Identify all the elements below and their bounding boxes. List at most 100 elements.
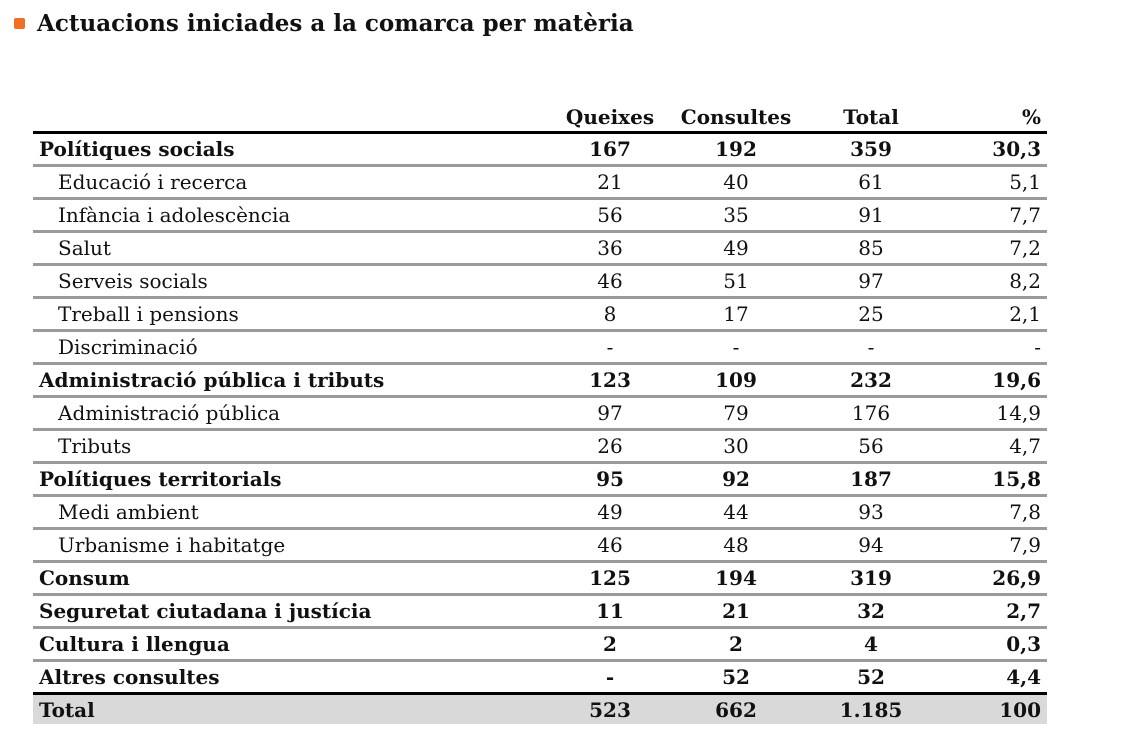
row-label: Seguretat ciutadana i justícia: [33, 594, 563, 629]
header-label: [33, 98, 563, 134]
row-total: 32: [815, 594, 927, 629]
table-row: Infància i adolescència 56 35 91 7,7: [33, 198, 1047, 233]
row-consultes: 17: [657, 297, 815, 332]
row-consultes: 79: [657, 396, 815, 431]
row-label: Discriminació: [33, 330, 563, 365]
title-block: Actuacions iniciades a la comarca per ma…: [14, 10, 634, 37]
row-percent: 0,3: [927, 627, 1047, 662]
row-queixes: 49: [563, 495, 657, 530]
row-percent: 19,6: [927, 363, 1047, 398]
row-consultes: 30: [657, 429, 815, 464]
row-percent: 7,7: [927, 198, 1047, 233]
row-percent: 4,7: [927, 429, 1047, 464]
row-label: Salut: [33, 231, 563, 266]
row-percent: 4,4: [927, 660, 1047, 695]
row-percent: 26,9: [927, 561, 1047, 596]
row-total: 52: [815, 660, 927, 695]
row-queixes: 56: [563, 198, 657, 233]
row-queixes: 36: [563, 231, 657, 266]
row-total: 85: [815, 231, 927, 266]
row-total: 91: [815, 198, 927, 233]
row-label: Polítiques territorials: [33, 462, 563, 497]
row-queixes: 97: [563, 396, 657, 431]
row-queixes: 123: [563, 363, 657, 398]
row-total: 25: [815, 297, 927, 332]
header-percent: %: [927, 98, 1047, 134]
table-row: Altres consultes -52 52 4,4: [33, 660, 1047, 695]
row-total: 94: [815, 528, 927, 563]
row-label: Administració pública: [33, 396, 563, 431]
row-label: Administració pública i tributs: [33, 363, 563, 398]
row-total: 93: [815, 495, 927, 530]
row-total: 176: [815, 396, 927, 431]
row-total: -: [815, 330, 927, 365]
row-label: Serveis socials: [33, 264, 563, 299]
table-total-row: Total 523 662 1.185 100: [33, 693, 1047, 724]
orange-square-bullet-icon: [14, 18, 25, 29]
table-row: Administració pública 97 79 176 14,9: [33, 396, 1047, 431]
row-percent: 7,8: [927, 495, 1047, 530]
row-consultes: 49: [657, 231, 815, 266]
row-queixes: 8: [563, 297, 657, 332]
row-queixes: 46: [563, 528, 657, 563]
header-total: Total: [815, 98, 927, 134]
row-queixes: 11: [563, 594, 657, 629]
row-queixes: 26: [563, 429, 657, 464]
row-label: Medi ambient: [33, 495, 563, 530]
row-percent: 14,9: [927, 396, 1047, 431]
row-label: Polítiques socials: [33, 132, 563, 167]
table-row: Tributs 26 30 56 4,7: [33, 429, 1047, 464]
row-queixes: 21: [563, 165, 657, 200]
row-total: 56: [815, 429, 927, 464]
row-label: Educació i recerca: [33, 165, 563, 200]
row-queixes: 125: [563, 561, 657, 596]
table-header-row: Queixes Consultes Total %: [33, 98, 1047, 134]
row-percent: -: [927, 330, 1047, 365]
row-total: 97: [815, 264, 927, 299]
total-label: Total: [33, 693, 563, 724]
table-row: Seguretat ciutadana i justícia 11 21 32 2,7: [33, 594, 1047, 629]
row-consultes: 109: [657, 363, 815, 398]
row-queixes: -: [563, 330, 657, 365]
row-consultes: 35: [657, 198, 815, 233]
table-row: Discriminació - - - -: [33, 330, 1047, 365]
table-row: Consum 125 194 319 26,9: [33, 561, 1047, 596]
table-body: Polítiques socials 167 192 359 30,3 Educació …: [33, 132, 1047, 695]
table-row: Polítiques socials 167 192 359 30,3: [33, 132, 1047, 167]
row-label: Tributs: [33, 429, 563, 464]
table-row: Medi ambient 49 44 93 7,8: [33, 495, 1047, 530]
row-label: Urbanisme i habitatge: [33, 528, 563, 563]
row-percent: 5,1: [927, 165, 1047, 200]
total-queixes: 523: [563, 693, 657, 724]
row-consultes: 194: [657, 561, 815, 596]
row-consultes: 52: [657, 660, 815, 695]
row-percent: 2,7: [927, 594, 1047, 629]
row-percent: 2,1: [927, 297, 1047, 332]
header-queixes: Queixes: [563, 98, 657, 134]
row-queixes: 95: [563, 462, 657, 497]
row-total: 187: [815, 462, 927, 497]
row-percent: 30,3: [927, 132, 1047, 167]
table-row: Treball i pensions 8 17 25 2,1: [33, 297, 1047, 332]
row-label: Cultura i llengua: [33, 627, 563, 662]
row-consultes: 48: [657, 528, 815, 563]
row-total: 319: [815, 561, 927, 596]
row-percent: 8,2: [927, 264, 1047, 299]
row-total: 359: [815, 132, 927, 167]
table-row: Administració pública i tributs 123 109 232…: [33, 363, 1047, 398]
row-queixes: 2: [563, 627, 657, 662]
row-consultes: 21: [657, 594, 815, 629]
table-row: Urbanisme i habitatge 46 48 94 7,9: [33, 528, 1047, 563]
row-label: Consum: [33, 561, 563, 596]
row-queixes: 46: [563, 264, 657, 299]
row-label: Treball i pensions: [33, 297, 563, 332]
row-percent: 15,8: [927, 462, 1047, 497]
header-consultes: Consultes: [657, 98, 815, 134]
row-consultes: 192: [657, 132, 815, 167]
row-label: Altres consultes: [33, 660, 563, 695]
table-row: Serveis socials 46 51 97 8,2: [33, 264, 1047, 299]
row-queixes: -: [563, 660, 657, 695]
table-row: Cultura i llengua 2 2 4 0,3: [33, 627, 1047, 662]
row-total: 4: [815, 627, 927, 662]
table-row: Salut 36 49 85 7,2: [33, 231, 1047, 266]
